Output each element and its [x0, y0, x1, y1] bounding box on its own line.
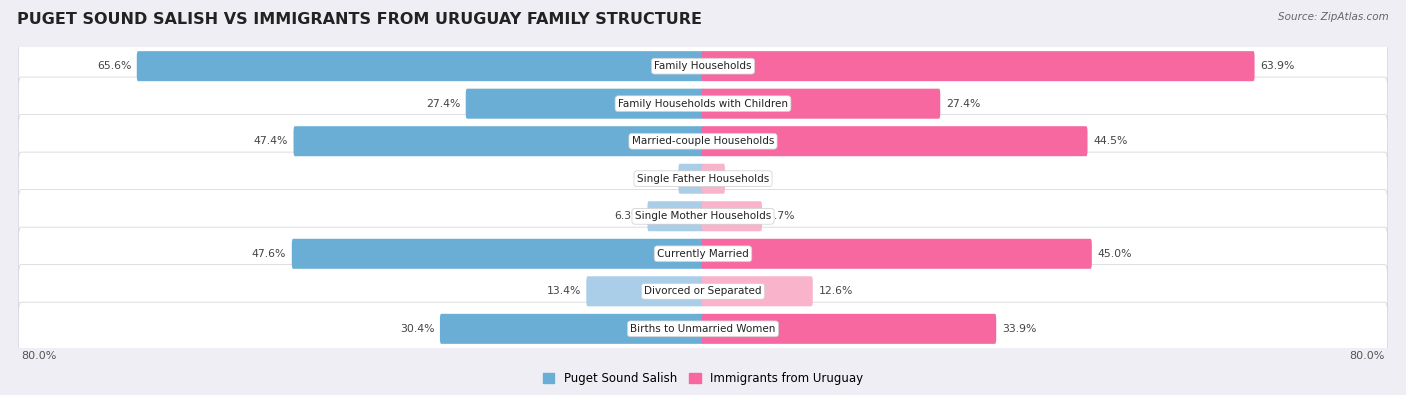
Text: 80.0%: 80.0% [21, 351, 56, 361]
Text: PUGET SOUND SALISH VS IMMIGRANTS FROM URUGUAY FAMILY STRUCTURE: PUGET SOUND SALISH VS IMMIGRANTS FROM UR… [17, 12, 702, 27]
FancyBboxPatch shape [136, 51, 704, 81]
Text: Single Father Households: Single Father Households [637, 174, 769, 184]
Text: 47.4%: 47.4% [253, 136, 288, 146]
FancyBboxPatch shape [702, 126, 1087, 156]
Text: Divorced or Separated: Divorced or Separated [644, 286, 762, 296]
FancyBboxPatch shape [702, 201, 762, 231]
FancyBboxPatch shape [702, 164, 725, 194]
Text: 44.5%: 44.5% [1092, 136, 1128, 146]
FancyBboxPatch shape [18, 265, 1388, 318]
Text: 27.4%: 27.4% [426, 99, 460, 109]
Text: 47.6%: 47.6% [252, 249, 287, 259]
Text: Currently Married: Currently Married [657, 249, 749, 259]
FancyBboxPatch shape [647, 201, 704, 231]
Text: 80.0%: 80.0% [1350, 351, 1385, 361]
Text: Births to Unmarried Women: Births to Unmarried Women [630, 324, 776, 334]
FancyBboxPatch shape [294, 126, 704, 156]
Text: 30.4%: 30.4% [399, 324, 434, 334]
FancyBboxPatch shape [440, 314, 704, 344]
Text: 33.9%: 33.9% [1002, 324, 1036, 334]
Text: 6.7%: 6.7% [768, 211, 794, 221]
FancyBboxPatch shape [18, 302, 1388, 356]
Text: Family Households: Family Households [654, 61, 752, 71]
Text: 27.4%: 27.4% [946, 99, 980, 109]
Text: 6.3%: 6.3% [614, 211, 643, 221]
FancyBboxPatch shape [18, 227, 1388, 280]
FancyBboxPatch shape [586, 276, 704, 307]
FancyBboxPatch shape [18, 40, 1388, 93]
FancyBboxPatch shape [702, 239, 1092, 269]
FancyBboxPatch shape [702, 51, 1254, 81]
FancyBboxPatch shape [18, 77, 1388, 130]
Text: 2.7%: 2.7% [645, 174, 673, 184]
Text: Married-couple Households: Married-couple Households [631, 136, 775, 146]
Legend: Puget Sound Salish, Immigrants from Uruguay: Puget Sound Salish, Immigrants from Urug… [538, 367, 868, 390]
Text: Single Mother Households: Single Mother Households [636, 211, 770, 221]
FancyBboxPatch shape [679, 164, 704, 194]
FancyBboxPatch shape [465, 89, 704, 118]
FancyBboxPatch shape [18, 115, 1388, 168]
Text: 63.9%: 63.9% [1260, 61, 1295, 71]
Text: Family Households with Children: Family Households with Children [619, 99, 787, 109]
FancyBboxPatch shape [702, 314, 997, 344]
Text: Source: ZipAtlas.com: Source: ZipAtlas.com [1278, 12, 1389, 22]
FancyBboxPatch shape [18, 152, 1388, 205]
FancyBboxPatch shape [702, 276, 813, 307]
Text: 2.4%: 2.4% [731, 174, 758, 184]
FancyBboxPatch shape [702, 89, 941, 118]
Text: 65.6%: 65.6% [97, 61, 131, 71]
FancyBboxPatch shape [292, 239, 704, 269]
Text: 12.6%: 12.6% [818, 286, 853, 296]
Text: 13.4%: 13.4% [547, 286, 581, 296]
FancyBboxPatch shape [18, 190, 1388, 243]
Text: 45.0%: 45.0% [1098, 249, 1132, 259]
